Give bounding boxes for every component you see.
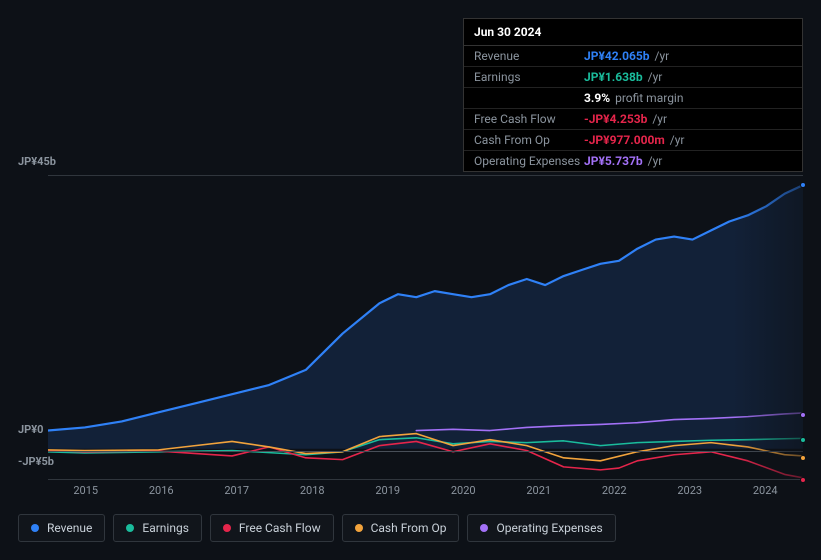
tooltip-row-label: Earnings [474,70,584,84]
tooltip-row: Free Cash Flow-JP¥4.253b /yr [464,109,802,130]
legend-dot [355,524,363,532]
legend-label: Cash From Op [371,521,447,535]
legend-dot [31,524,39,532]
tooltip-row-suffix: /yr [645,70,663,84]
y-tick-zero: JP¥0 [18,423,43,436]
x-tick: 2015 [48,480,124,500]
tooltip-row-suffix: /yr [652,49,670,63]
x-tick: 2020 [426,480,502,500]
tooltip-row-value: 3.9% [584,91,610,105]
series-end-marker [800,455,806,461]
tooltip-row-suffix: /yr [649,112,667,126]
x-tick: 2024 [728,480,804,500]
data-tooltip: Jun 30 2024 RevenueJP¥42.065b /yrEarning… [463,18,803,172]
tooltip-row-label: Cash From Op [474,133,584,147]
chart-svg [48,176,803,479]
tooltip-row-value: JP¥42.065b [584,49,650,63]
legend-label: Free Cash Flow [239,521,321,535]
y-tick-top: JP¥45b [18,155,56,168]
tooltip-row: EarningsJP¥1.638b /yr [464,67,802,88]
legend-item[interactable]: Cash From Op [342,514,460,542]
tooltip-row-label: Revenue [474,49,584,63]
chart-legend: Revenue Earnings Free Cash Flow Cash From O… [18,514,616,542]
series-end-marker [800,412,806,418]
legend-dot [480,524,488,532]
legend-label: Revenue [47,521,92,535]
tooltip-row: RevenueJP¥42.065b /yr [464,46,802,67]
tooltip-row-value: JP¥1.638b [584,70,643,84]
tooltip-date: Jun 30 2024 [464,19,802,46]
legend-item[interactable]: Revenue [18,514,105,542]
x-tick: 2019 [350,480,426,500]
tooltip-row-suffix: profit margin [612,91,683,105]
x-tick: 2018 [275,480,351,500]
tooltip-row-value: -JP¥4.253b [584,112,647,126]
tooltip-row-value: -JP¥977.000m [584,133,665,147]
series-end-marker [800,437,806,443]
legend-item[interactable]: Operating Expenses [467,514,615,542]
legend-item[interactable]: Free Cash Flow [210,514,334,542]
tooltip-row-label [474,91,584,105]
x-tick: 2016 [124,480,200,500]
legend-dot [223,524,231,532]
x-tick: 2017 [199,480,275,500]
chart-plot[interactable] [48,175,803,480]
x-axis: 2015201620172018201920202021202220232024 [48,480,803,500]
legend-item[interactable]: Earnings [113,514,202,542]
chart-area: JP¥45b JP¥0 -JP¥5b 201520162017201820192… [18,155,803,500]
zero-line [48,451,803,452]
tooltip-row-label: Free Cash Flow [474,112,584,126]
tooltip-row: 3.9% profit margin [464,88,802,109]
x-tick: 2022 [577,480,653,500]
x-tick: 2023 [652,480,728,500]
legend-dot [126,524,134,532]
series-end-marker [800,182,806,188]
x-tick: 2021 [501,480,577,500]
tooltip-row-suffix: /yr [667,133,685,147]
legend-label: Earnings [142,521,189,535]
legend-label: Operating Expenses [496,521,602,535]
tooltip-row: Cash From Op-JP¥977.000m /yr [464,130,802,151]
